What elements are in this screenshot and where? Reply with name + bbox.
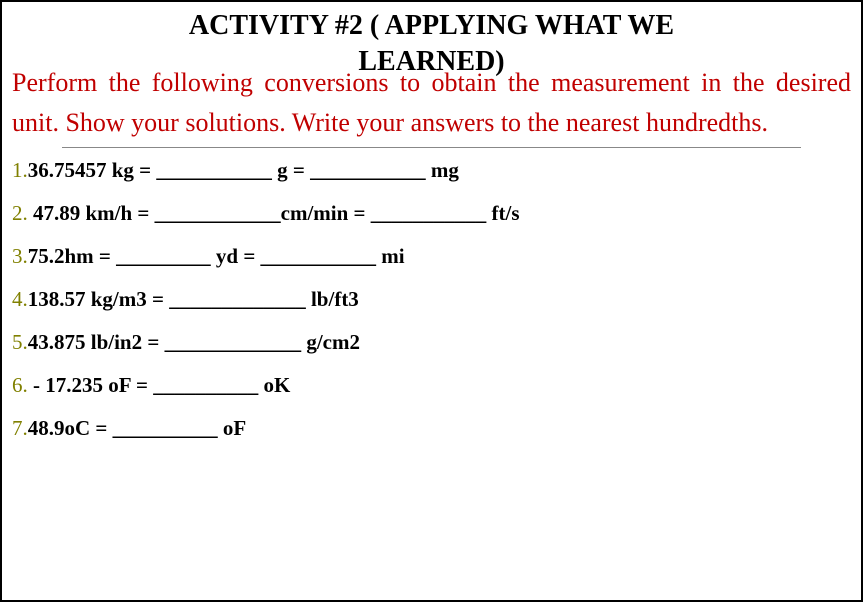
item-number: 1. (12, 158, 28, 182)
item-number: 6. (12, 373, 28, 397)
items-list: 1.36.75457 kg = ___________ g = ________… (2, 158, 861, 441)
item-1: 1.36.75457 kg = ___________ g = ________… (12, 158, 851, 183)
item-5: 5.43.875 lb/in2 = _____________ g/cm2 (12, 330, 851, 355)
item-text: 75.2hm = _________ yd = ___________ mi (28, 244, 405, 268)
instructions-text: Perform the following conversions to obt… (2, 63, 861, 144)
item-number: 5. (12, 330, 28, 354)
item-number: 2. (12, 201, 28, 225)
title-line-1: ACTIVITY #2 ( APPLYING WHAT WE (2, 8, 861, 44)
item-4: 4.138.57 kg/m3 = _____________ lb/ft3 (12, 287, 851, 312)
item-text: 47.89 km/h = ____________cm/min = ______… (28, 201, 520, 225)
item-number: 3. (12, 244, 28, 268)
item-6: 6. - 17.235 oF = __________ oK (12, 373, 851, 398)
item-number: 7. (12, 416, 28, 440)
item-text: 48.9oC = __________ oF (28, 416, 246, 440)
item-number: 4. (12, 287, 28, 311)
item-7: 7.48.9oC = __________ oF (12, 416, 851, 441)
item-text: 43.875 lb/in2 = _____________ g/cm2 (28, 330, 360, 354)
item-text: 138.57 kg/m3 = _____________ lb/ft3 (28, 287, 359, 311)
item-3: 3.75.2hm = _________ yd = ___________ mi (12, 244, 851, 269)
item-2: 2. 47.89 km/h = ____________cm/min = ___… (12, 201, 851, 226)
divider (62, 147, 801, 148)
item-text: - 17.235 oF = __________ oK (28, 373, 291, 397)
item-text: 36.75457 kg = ___________ g = __________… (28, 158, 459, 182)
worksheet-page: ACTIVITY #2 ( APPLYING WHAT WE LEARNED) … (0, 0, 863, 602)
